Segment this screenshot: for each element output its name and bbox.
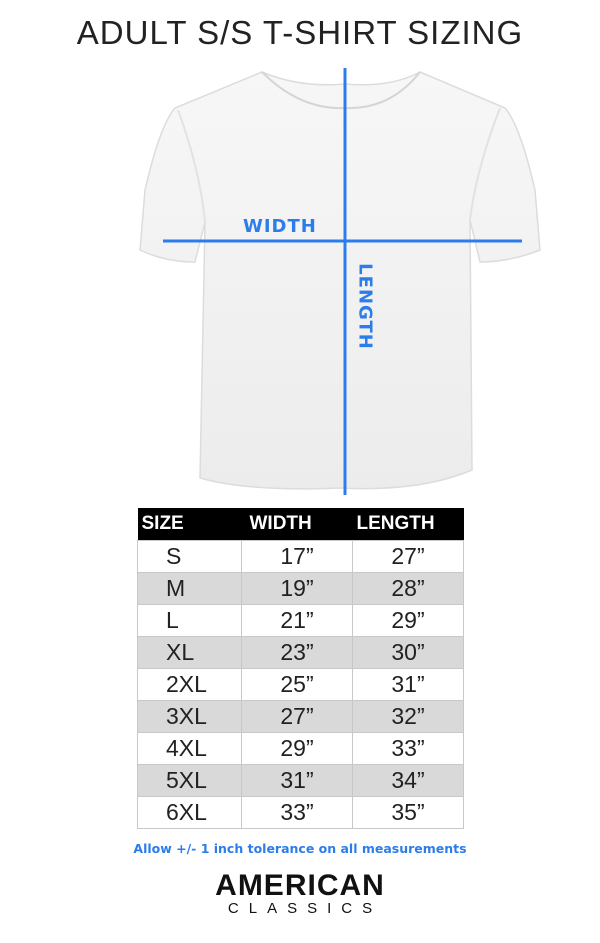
cell-size: 3XL (137, 700, 242, 733)
cell-width: 27” (241, 700, 353, 733)
cell-length: 30” (352, 636, 464, 669)
width-label: WIDTH (243, 216, 317, 237)
page-title: ADULT S/S T-SHIRT SIZING (76, 14, 524, 51)
table-row: L 21” 29” (137, 604, 464, 637)
cell-length: 27” (352, 540, 464, 573)
tshirt-shape (139, 71, 541, 490)
table-row: 6XL 33” 35” (137, 796, 464, 829)
tshirt-diagram (139, 68, 541, 495)
table-row: 3XL 27” 32” (137, 700, 464, 733)
cell-width: 33” (241, 796, 353, 829)
table-row: XL 23” 30” (137, 636, 464, 669)
cell-size: 6XL (137, 796, 242, 829)
header-size: SIZE (137, 508, 242, 541)
cell-width: 29” (241, 732, 353, 765)
cell-length: 31” (352, 668, 464, 701)
cell-length: 32” (352, 700, 464, 733)
cell-length: 29” (352, 604, 464, 637)
cell-width: 17” (241, 540, 353, 573)
cell-width: 19” (241, 572, 353, 605)
cell-size: S (137, 540, 242, 573)
cell-length: 33” (352, 732, 464, 765)
cell-width: 21” (241, 604, 353, 637)
table-row: 2XL 25” 31” (137, 668, 464, 701)
cell-size: L (137, 604, 242, 637)
header-width: WIDTH (241, 508, 353, 541)
cell-size: XL (137, 636, 242, 669)
header-length: LENGTH (352, 508, 464, 541)
table-row: 5XL 31” 34” (137, 764, 464, 797)
cell-width: 31” (241, 764, 353, 797)
table-row: S 17” 27” (137, 540, 464, 573)
table-row: M 19” 28” (137, 572, 464, 605)
cell-width: 25” (241, 668, 353, 701)
table-header: SIZE WIDTH LENGTH (137, 508, 464, 541)
cell-size: 2XL (137, 668, 242, 701)
cell-size: M (137, 572, 242, 605)
cell-length: 28” (352, 572, 464, 605)
cell-size: 4XL (137, 732, 242, 765)
table-row: 4XL 29” 33” (137, 732, 464, 765)
cell-width: 23” (241, 636, 353, 669)
cell-length: 35” (352, 796, 464, 829)
length-label: LENGTH (354, 263, 376, 350)
cell-length: 34” (352, 764, 464, 797)
tolerance-note: Allow +/- 1 inch tolerance on all measur… (133, 841, 467, 856)
brand-logo-sub: CLASSICS (227, 900, 383, 917)
brand-logo: AMERICAN (215, 869, 385, 902)
cell-size: 5XL (137, 764, 242, 797)
size-table: SIZE WIDTH LENGTH S 17” 27” M 19” 28” L 21” 29” X… (137, 508, 464, 829)
